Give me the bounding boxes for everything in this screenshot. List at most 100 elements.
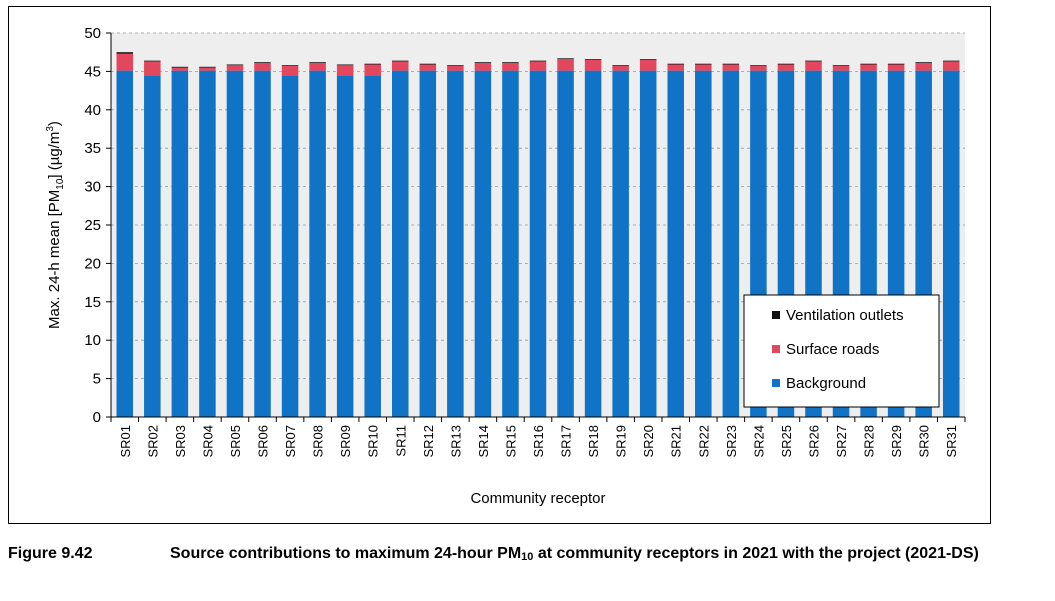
bar-sr11-surface-roads: [391, 61, 409, 71]
x-tick-label-sr03: SR03: [173, 425, 188, 458]
y-tick-label-30: 30: [84, 179, 101, 196]
bar-sr20-background: [639, 70, 657, 417]
x-tick-label-sr17: SR17: [559, 425, 574, 458]
bar-sr23-surface-roads: [722, 64, 740, 71]
bar-sr13-surface-roads: [447, 66, 464, 71]
bar-sr13-ventilation-outlets: [447, 65, 464, 67]
bar-sr30-surface-roads: [915, 62, 932, 71]
y-label-post: ): [46, 121, 63, 126]
bar-sr31-ventilation-outlets: [942, 60, 960, 62]
bar-sr15-background: [502, 70, 519, 417]
bar-sr20-surface-roads: [639, 59, 657, 71]
bar-sr21-ventilation-outlets: [667, 63, 685, 65]
bar-sr25-ventilation-outlets: [777, 63, 795, 65]
x-tick-label-sr18: SR18: [586, 425, 601, 458]
bar-sr31-background: [942, 70, 960, 417]
y-tick-label-25: 25: [84, 217, 101, 234]
legend-swatch-background: [772, 379, 780, 387]
y-axis-label: Max. 24-h mean [PM10] (µg/m3): [45, 121, 66, 329]
caption-text: Source contributions to maximum 24-hour …: [170, 544, 1055, 567]
bar-sr04-ventilation-outlets: [199, 66, 216, 68]
bar-sr04-background: [199, 70, 216, 417]
bar-sr06-ventilation-outlets: [254, 62, 271, 63]
bar-sr06-surface-roads: [254, 62, 271, 71]
caption-label: Figure 9.42: [8, 545, 93, 562]
legend: Ventilation outlets Surface roads Backgrou…: [743, 294, 940, 408]
bar-sr07-background: [281, 75, 299, 418]
bar-sr27-ventilation-outlets: [832, 65, 850, 67]
bar-sr15-surface-roads: [502, 62, 519, 71]
bar-sr19-surface-roads: [612, 66, 629, 71]
x-tick-label-sr15: SR15: [503, 425, 518, 458]
bar-sr14-ventilation-outlets: [474, 62, 492, 63]
legend-swatch-surface-roads: [772, 345, 780, 353]
x-tick-label-sr12: SR12: [421, 425, 436, 458]
bar-sr05-background: [226, 70, 244, 417]
bar-sr16-surface-roads: [529, 61, 547, 71]
bar-sr09-surface-roads: [336, 65, 354, 76]
bar-sr15-ventilation-outlets: [502, 62, 519, 63]
bar-sr12-background: [419, 70, 437, 417]
x-tick-label-sr28: SR28: [862, 425, 877, 458]
caption-text-pre: Source contributions to maximum 24-hour …: [170, 545, 522, 562]
bar-sr22-ventilation-outlets: [695, 63, 712, 65]
bar-sr16-background: [529, 70, 547, 417]
y-tick-label-5: 5: [93, 371, 101, 388]
bar-sr18-ventilation-outlets: [584, 59, 602, 60]
caption-text-sub: 10: [521, 551, 534, 563]
bar-sr13-background: [447, 70, 464, 417]
stacked-bar-chart: 0 5 10 15 20 25 30 35 40 45 50 SR01 SR02 SR03 SR04 SR05…: [45, 25, 966, 507]
x-tick-label-sr21: SR21: [669, 425, 684, 458]
chart-frame: 0 5 10 15 20 25 30 35 40 45 50 SR01 SR02 SR03 SR04 SR05…: [8, 6, 991, 524]
bar-sr14-surface-roads: [474, 62, 492, 71]
x-tick-label-sr08: SR08: [311, 425, 326, 458]
y-label-sub: 10: [55, 178, 66, 190]
bar-sr22-surface-roads: [695, 64, 712, 71]
x-tick-label-sr11: SR11: [393, 425, 408, 457]
bar-sr09-ventilation-outlets: [336, 64, 354, 66]
x-tick-label-sr02: SR02: [145, 425, 160, 458]
y-label-pre: Max. 24-h mean [PM: [46, 190, 63, 329]
bar-sr26-surface-roads: [805, 61, 822, 71]
y-tick-label-45: 45: [84, 63, 101, 80]
x-tick-label-sr20: SR20: [641, 425, 656, 458]
legend-swatch-ventilation-outlets: [772, 311, 780, 319]
bar-sr12-ventilation-outlets: [419, 63, 437, 65]
bar-sr01-ventilation-outlets: [116, 52, 134, 54]
bar-sr02-background: [144, 75, 161, 418]
bar-sr28-surface-roads: [860, 64, 877, 71]
caption-text-post: at community receptors in 2021 with the …: [533, 545, 979, 562]
bar-sr18-surface-roads: [584, 59, 602, 71]
bar-sr20-ventilation-outlets: [639, 59, 657, 60]
x-tick-label-sr07: SR07: [283, 425, 298, 458]
bar-sr23-ventilation-outlets: [722, 63, 740, 65]
bar-sr17-background: [557, 70, 574, 417]
bar-sr24-surface-roads: [750, 66, 767, 71]
bar-sr26-ventilation-outlets: [805, 60, 822, 62]
bar-sr03-background: [171, 70, 189, 417]
bar-sr08-surface-roads: [309, 62, 326, 71]
legend-label-ventilation-outlets: Ventilation outlets: [786, 307, 904, 324]
bar-sr09-background: [336, 75, 354, 418]
x-tick-label-sr14: SR14: [476, 425, 491, 458]
plot-area: 0 5 10 15 20 25 30 35 40 45 50 SR01 SR02 SR03 SR04 SR05…: [84, 25, 966, 458]
legend-label-background: Background: [786, 375, 866, 392]
bar-sr05-ventilation-outlets: [226, 64, 244, 66]
bar-sr04-surface-roads: [199, 67, 216, 71]
y-tick-label-15: 15: [84, 294, 101, 311]
bar-sr19-ventilation-outlets: [612, 65, 629, 67]
x-tick-label-sr27: SR27: [834, 425, 849, 458]
bar-sr27-surface-roads: [832, 66, 850, 71]
x-tick-label-sr25: SR25: [779, 425, 794, 458]
bar-sr06-background: [254, 70, 271, 417]
x-tick-label-sr04: SR04: [200, 425, 215, 458]
bar-sr05-surface-roads: [226, 65, 244, 71]
bar-sr29-ventilation-outlets: [887, 63, 905, 65]
bar-sr01-surface-roads: [116, 53, 134, 71]
x-tick-label-sr19: SR19: [614, 425, 629, 458]
bar-sr02-ventilation-outlets: [144, 60, 161, 62]
bar-sr10-background: [364, 75, 381, 418]
bar-sr22-background: [695, 70, 712, 417]
x-tick-label-sr09: SR09: [338, 425, 353, 458]
bar-sr25-surface-roads: [777, 64, 795, 71]
